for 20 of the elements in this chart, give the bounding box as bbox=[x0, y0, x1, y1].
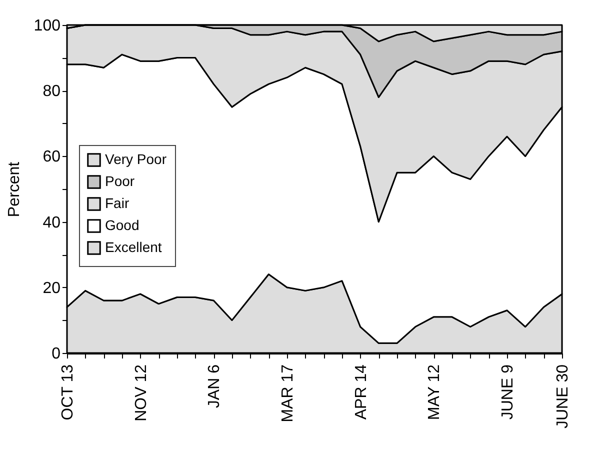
y-tick-label: 100 bbox=[34, 18, 61, 34]
x-tick-label: MAR 17 bbox=[280, 364, 296, 422]
y-tick-label: 80 bbox=[42, 83, 61, 100]
x-tick-label: NOV 12 bbox=[132, 364, 150, 422]
x-tick-label: JUNE 9 bbox=[500, 364, 516, 420]
x-tick-label: MAY 12 bbox=[426, 364, 444, 420]
y-axis-title: Percent bbox=[6, 161, 23, 218]
y-tick-label: 40 bbox=[42, 214, 61, 232]
legend-label: Excellent bbox=[105, 239, 162, 255]
legend-label: Good bbox=[105, 217, 140, 233]
x-tick-label: OCT 13 bbox=[60, 364, 76, 420]
x-tick-label: JUNE 30 bbox=[554, 364, 572, 429]
x-tick-label: JAN 6 bbox=[206, 364, 224, 408]
legend-label: Very Poor bbox=[105, 151, 167, 167]
legend-label: Fair bbox=[105, 195, 130, 211]
legend-label: Poor bbox=[105, 173, 135, 189]
y-tick-label: 20 bbox=[42, 280, 61, 297]
y-tick-label: 60 bbox=[42, 148, 61, 166]
x-tick-label: APR 14 bbox=[352, 364, 370, 420]
y-tick-label: 0 bbox=[52, 346, 61, 362]
